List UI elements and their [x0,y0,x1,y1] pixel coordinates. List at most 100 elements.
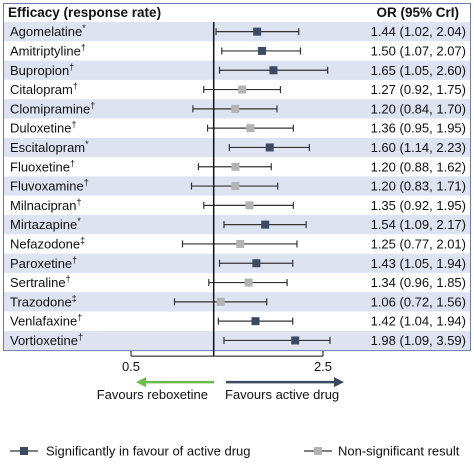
table-row: Paroxetine† 1.43 (1.05, 1.94) [3,253,471,273]
point-estimate-marker [236,239,245,248]
drug-footnote-mark: † [69,62,74,72]
table-row: Amitriptyline† 1.50 (1.07, 2.07) [3,41,471,61]
point-estimate-marker [261,220,270,229]
legend-item-non-significant: Non-significant result [304,444,460,459]
or-value-label: 1.98 (1.09, 3.59) [371,333,466,348]
drug-label: Mirtazapine* [10,216,81,232]
table-row: Nefazodone‡ 1.25 (0.77, 2.01) [3,234,471,254]
drug-label: Vortioxetine† [10,332,83,348]
drug-footnote-mark: † [73,81,78,91]
table-row: Fluvoxamine† 1.20 (0.83, 1.71) [3,176,471,196]
or-value-label: 1.20 (0.88, 1.62) [371,159,466,174]
point-estimate-marker [216,297,225,306]
table-row: Citalopram† 1.27 (0.92, 1.75) [3,79,471,100]
table-row: Fluoxetine† 1.20 (0.88, 1.62) [3,157,471,177]
table-row: Bupropion† 1.65 (1.05, 2.60) [3,60,471,80]
or-value-label: 1.54 (1.09, 2.17) [371,217,466,232]
or-value-label: 1.50 (1.07, 2.07) [371,43,466,58]
point-estimate-marker [252,259,261,268]
table-row: Agomelatine* 1.44 (1.02, 2.04) [3,22,471,42]
x-tick-label: 2.5 [314,359,332,374]
legend-item-significant: Significantly in favour of active drug [10,444,251,459]
or-value-label: 1.20 (0.84, 1.70) [371,101,466,116]
drug-footnote-mark: † [77,313,82,323]
point-estimate-marker [245,201,254,210]
drug-label: Sertraline† [10,274,71,290]
drug-footnote-mark: † [90,100,95,110]
or-value-label: 1.36 (0.95, 1.95) [371,121,466,136]
table-row: Duloxetine† 1.36 (0.95, 1.95) [3,118,471,138]
table-row: Venlafaxine† 1.42 (1.04, 1.94) [3,311,471,331]
legend-marker [20,447,28,455]
drug-footnote-mark: ‡ [80,235,85,245]
drug-footnote-mark: * [77,216,81,226]
drug-label: Escitalopram* [10,139,89,155]
or-value-label: 1.44 (1.02, 2.04) [371,24,466,39]
drug-footnote-mark: ‡ [72,293,77,303]
drug-label: Milnacipran† [10,197,82,213]
or-value-label: 1.43 (1.05, 1.94) [371,256,466,271]
header-right-label: OR (95% CrI) [376,5,459,20]
or-value-label: 1.60 (1.14, 2.23) [371,140,466,155]
table-row: Clomipramine† 1.20 (0.84, 1.70) [3,99,471,119]
drug-label: Fluoxetine† [10,158,75,174]
or-value-label: 1.25 (0.77, 2.01) [371,236,466,251]
drug-footnote-mark: † [66,274,71,284]
drug-label: Fluvoxamine† [10,178,89,194]
point-estimate-marker [258,46,267,55]
drug-footnote-mark: † [78,332,83,342]
legend-label: Non-significant result [338,444,460,459]
drug-label: Amitriptyline† [10,42,86,58]
table-row: Sertraline† 1.34 (0.96, 1.85) [3,272,471,293]
or-value-label: 1.20 (0.83, 1.71) [371,179,466,194]
or-value-label: 1.06 (0.72, 1.56) [371,294,466,309]
point-estimate-marker [231,104,240,113]
drug-label: Bupropion† [10,62,74,78]
point-estimate-marker [253,27,262,36]
drug-footnote-mark: † [76,197,81,207]
table-row: Milnacipran† 1.35 (0.92, 1.95) [3,195,471,215]
drug-label: Paroxetine† [10,255,77,271]
drug-label: Agomelatine* [10,23,86,39]
or-value-label: 1.65 (1.05, 2.60) [371,63,466,78]
drug-footnote-mark: † [72,255,77,265]
table-row: Trazodone‡ 1.06 (0.72, 1.56) [3,292,471,312]
table-row: Mirtazapine* 1.54 (1.09, 2.17) [3,215,471,235]
point-estimate-marker [269,66,278,75]
point-estimate-marker [231,162,240,171]
drug-label: Venlafaxine† [10,313,82,329]
favours-right-arrowhead [334,377,344,388]
point-estimate-marker [251,317,260,326]
point-estimate-marker [246,124,255,133]
point-estimate-marker [231,182,240,191]
point-estimate-marker [291,336,300,345]
legend-label: Significantly in favour of active drug [46,444,251,459]
drug-label: Citalopram† [10,81,78,97]
point-estimate-marker [238,85,247,94]
drug-footnote-mark: * [82,23,86,33]
or-value-label: 1.42 (1.04, 1.94) [371,314,466,329]
point-estimate-marker [265,143,274,152]
favours-left-arrowhead [136,377,146,388]
drug-label: Clomipramine† [10,100,95,116]
x-tick-label: 0.5 [122,359,140,374]
drug-footnote-mark: † [70,158,75,168]
or-value-label: 1.35 (0.92, 1.95) [371,198,466,213]
table-row: Escitalopram* 1.60 (1.14, 2.23) [3,137,471,158]
favours-right-label: Favours active drug [225,387,339,402]
drug-footnote-mark: † [84,178,89,188]
drug-footnote-mark: † [81,42,86,52]
header-left-label: Efficacy (response rate) [8,5,161,20]
or-value-label: 1.34 (0.96, 1.85) [371,275,466,290]
favours-left-label: Favours reboxetine [97,387,208,402]
legend-marker [314,447,322,455]
drug-label: Trazodone‡ [10,293,77,309]
drug-footnote-mark: † [71,120,76,130]
drug-footnote-mark: * [85,139,89,149]
point-estimate-marker [244,278,253,287]
table-border [3,3,471,352]
drug-label: Duloxetine† [10,120,76,136]
header-band [3,3,471,22]
table-row: Vortioxetine† 1.98 (1.09, 3.59) [3,330,471,351]
